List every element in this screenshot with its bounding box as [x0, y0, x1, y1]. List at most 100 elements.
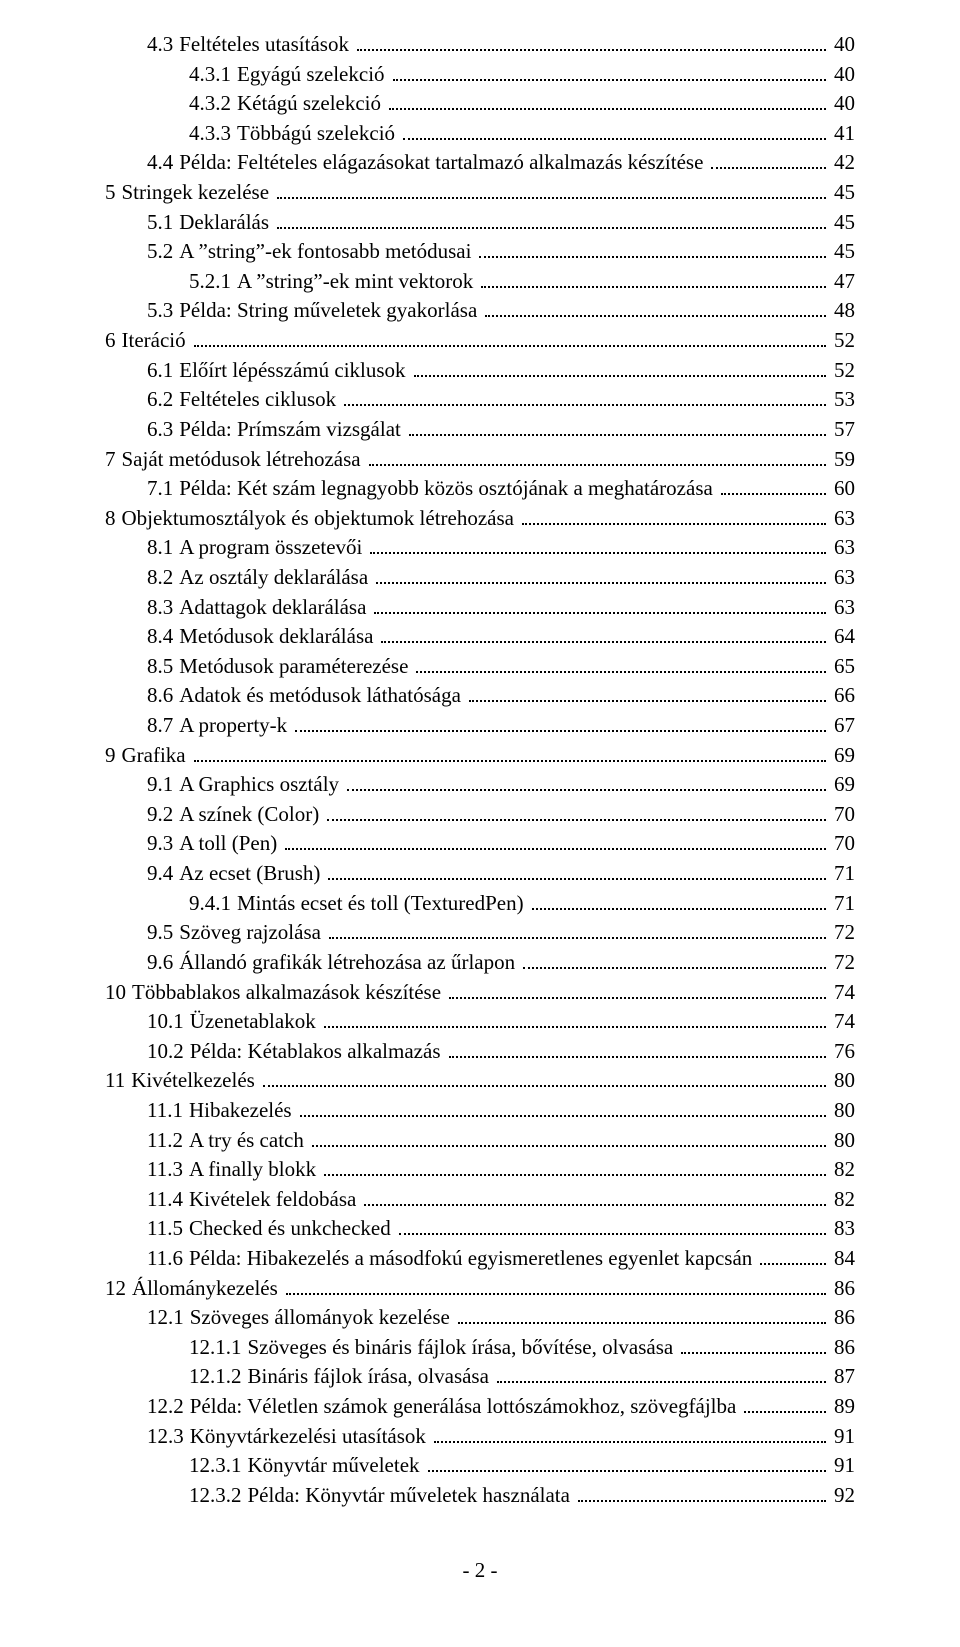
toc-title: Példa: Könyvtár műveletek használata [248, 1481, 574, 1511]
toc-number: 5 [105, 178, 122, 208]
toc-page: 80 [830, 1126, 855, 1156]
toc-leader-dots [300, 1115, 826, 1117]
toc-number: 5.2.1 [189, 267, 237, 297]
toc-title: Szöveges és bináris fájlok írása, bővíté… [248, 1333, 678, 1363]
toc-entry: 6.2Feltételes ciklusok53 [105, 385, 855, 415]
toc-number: 8.6 [147, 681, 179, 711]
toc-page: 42 [830, 148, 855, 178]
toc-page: 69 [830, 741, 855, 771]
toc-leader-dots [403, 138, 826, 140]
toc-title: Könyvtárkezelési utasítások [190, 1422, 430, 1452]
toc-number: 11.6 [147, 1244, 189, 1274]
toc-title: Példa: Prímszám vizsgálat [179, 415, 405, 445]
toc-title: Hibakezelés [189, 1096, 296, 1126]
toc-title: A Graphics osztály [179, 770, 343, 800]
toc-title: A ”string”-ek mint vektorok [237, 267, 477, 297]
toc-entry: 4.3.3Többágú szelekció41 [105, 119, 855, 149]
toc-page: 89 [830, 1392, 855, 1422]
toc-number: 11.4 [147, 1185, 189, 1215]
toc-entry: 8.7A property-k67 [105, 711, 855, 741]
toc-number: 12.1.2 [189, 1362, 248, 1392]
toc-page: 71 [830, 889, 855, 919]
toc-title: A ”string”-ek fontosabb metódusai [179, 237, 475, 267]
toc-entry: 8.3Adattagok deklarálása63 [105, 593, 855, 623]
toc-entry: 11.3A finally blokk82 [105, 1155, 855, 1185]
toc-title: Adatok és metódusok láthatósága [179, 681, 465, 711]
toc-number: 8.3 [147, 593, 179, 623]
toc-number: 9.6 [147, 948, 179, 978]
toc-number: 4.3.3 [189, 119, 237, 149]
toc-number: 12.3.2 [189, 1481, 248, 1511]
toc-number: 4.4 [147, 148, 179, 178]
toc-title: Állandó grafikák létrehozása az űrlapon [179, 948, 519, 978]
toc-page: 48 [830, 296, 855, 326]
toc-number: 12 [105, 1274, 132, 1304]
toc-page: 45 [830, 178, 855, 208]
toc-leader-dots [497, 1381, 826, 1383]
toc-entry: 6.1Előírt lépésszámú ciklusok52 [105, 356, 855, 386]
toc-page: 47 [830, 267, 855, 297]
toc-number: 9.1 [147, 770, 179, 800]
toc-title: A színek (Color) [179, 800, 323, 830]
toc-leader-dots [364, 1204, 826, 1206]
toc-number: 10.1 [147, 1007, 190, 1037]
toc-number: 4.3.2 [189, 89, 237, 119]
toc-entry: 9.3A toll (Pen)70 [105, 829, 855, 859]
toc-entry: 9.4Az ecset (Brush)71 [105, 859, 855, 889]
toc-title: Példa: Feltételes elágazásokat tartalmaz… [179, 148, 707, 178]
toc-leader-dots [286, 1293, 826, 1295]
toc-leader-dots [711, 167, 826, 169]
toc-entry: 11.5Checked és unkchecked83 [105, 1214, 855, 1244]
toc-page: 66 [830, 681, 855, 711]
toc-number: 8 [105, 504, 122, 534]
toc-leader-dots [428, 1470, 826, 1472]
toc-leader-dots [522, 523, 826, 525]
toc-title: Üzenetablakok [190, 1007, 320, 1037]
toc-page: 82 [830, 1155, 855, 1185]
toc-title: Többágú szelekció [237, 119, 399, 149]
toc-number: 10 [105, 978, 132, 1008]
toc-leader-dots [416, 671, 826, 673]
toc-title: Saját metódusok létrehozása [122, 445, 365, 475]
toc-entry: 4.3.2Kétágú szelekció40 [105, 89, 855, 119]
toc-leader-dots [532, 908, 826, 910]
toc-page: 74 [830, 1007, 855, 1037]
toc-entry: 6.3Példa: Prímszám vizsgálat57 [105, 415, 855, 445]
toc-number: 8.2 [147, 563, 179, 593]
toc-title: Példa: String műveletek gyakorlása [179, 296, 481, 326]
toc-entry: 11.2A try és catch80 [105, 1126, 855, 1156]
toc-title: Feltételes ciklusok [179, 385, 340, 415]
toc-entry: 12.1.2Bináris fájlok írása, olvasása87 [105, 1362, 855, 1392]
toc-leader-dots [414, 375, 826, 377]
toc-page: 82 [830, 1185, 855, 1215]
toc-number: 11 [105, 1066, 131, 1096]
toc-leader-dots [324, 1026, 826, 1028]
toc-leader-dots [449, 1056, 827, 1058]
toc-entry: 8Objektumosztályok és objektumok létreho… [105, 504, 855, 534]
toc-title: Metódusok paraméterezése [179, 652, 412, 682]
toc-title: Példa: Kétablakos alkalmazás [190, 1037, 445, 1067]
toc-page: 63 [830, 593, 855, 623]
toc-leader-dots [681, 1352, 826, 1354]
toc-number: 11.1 [147, 1096, 189, 1126]
toc-title: Deklarálás [179, 208, 273, 238]
toc-number: 9.3 [147, 829, 179, 859]
toc-page: 87 [830, 1362, 855, 1392]
toc-title: Állománykezelés [132, 1274, 282, 1304]
page-number-footer: - 2 - [105, 1558, 855, 1583]
toc-page: 52 [830, 326, 855, 356]
toc-page: 59 [830, 445, 855, 475]
toc-entry: 12.2Példa: Véletlen számok generálása lo… [105, 1392, 855, 1422]
toc-entry: 9.2A színek (Color)70 [105, 800, 855, 830]
toc-title: Kivételkezelés [131, 1066, 259, 1096]
toc-page: 83 [830, 1214, 855, 1244]
toc-title: Mintás ecset és toll (TexturedPen) [237, 889, 528, 919]
toc-leader-dots [479, 256, 826, 258]
toc-number: 5.3 [147, 296, 179, 326]
toc-page: 91 [830, 1451, 855, 1481]
toc-entry: 10.2Példa: Kétablakos alkalmazás76 [105, 1037, 855, 1067]
toc-entry: 5.2.1A ”string”-ek mint vektorok 47 [105, 267, 855, 297]
toc-entry: 12.1Szöveges állományok kezelése86 [105, 1303, 855, 1333]
toc-title: Grafika [122, 741, 190, 771]
toc-leader-dots [469, 700, 826, 702]
